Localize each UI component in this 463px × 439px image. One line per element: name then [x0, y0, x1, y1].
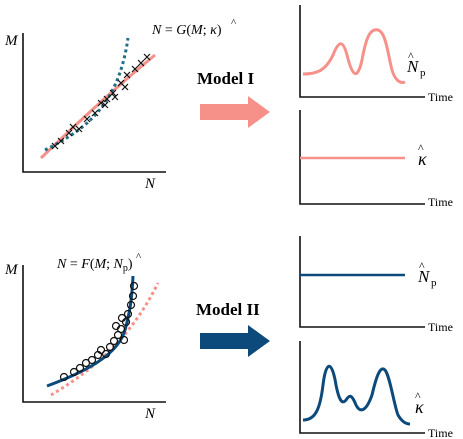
top-y-axis-label: M	[4, 33, 19, 49]
m2-top-axes	[299, 236, 425, 328]
circle-marker	[126, 300, 136, 310]
model-2-arrow	[200, 325, 270, 357]
circle-marker	[101, 349, 111, 359]
bottom-circle-markers	[59, 281, 139, 382]
m1-bottom-axes	[299, 110, 425, 205]
top-equation-hat: ^	[231, 17, 237, 29]
top-scatter-axes	[22, 33, 166, 173]
m1-bottom-label-hat: ^	[418, 141, 424, 155]
model-2-arrow-group: Model II	[196, 300, 270, 357]
bottom-x-axis-label: N	[144, 406, 156, 422]
m2-bottom-label: κ	[415, 397, 424, 417]
m1-top-label-sub: p	[420, 67, 426, 79]
circle-marker	[69, 367, 79, 377]
m2-bottom-label-hat: ^	[415, 389, 421, 403]
model-1-arrow	[200, 96, 270, 128]
cross-marker	[103, 95, 111, 103]
circle-marker	[75, 363, 85, 373]
model-1-output-bottom: κ ^ Time	[299, 110, 453, 209]
cross-marker	[111, 93, 119, 101]
top-cross-markers	[51, 53, 151, 150]
cross-marker	[57, 137, 65, 145]
m2-top-time-label: Time	[428, 320, 453, 334]
cross-marker	[123, 71, 131, 79]
cross-marker	[109, 89, 117, 97]
m2-bottom-signal	[302, 364, 411, 426]
circle-marker	[119, 335, 129, 345]
circle-marker	[105, 342, 115, 352]
model-1-arrow-group: Model I	[197, 69, 270, 128]
m2-bottom-axes	[299, 341, 425, 434]
m1-top-label-hat: ^	[408, 49, 414, 63]
m1-top-signal	[302, 28, 406, 84]
bottom-fit-line-navy	[46, 275, 135, 388]
m1-top-time-label: Time	[428, 90, 453, 104]
cross-marker	[143, 53, 151, 61]
cross-marker	[69, 123, 77, 131]
cross-marker	[91, 109, 99, 117]
bottom-scatter-axes	[22, 265, 166, 403]
model-1-output-top: N ^ p Time	[299, 5, 453, 104]
bottom-y-axis-label: M	[4, 262, 19, 278]
cross-marker	[51, 142, 59, 150]
cross-marker	[97, 99, 105, 107]
top-equation: N = G(M; κ)	[151, 23, 222, 38]
m2-top-label-hat: ^	[419, 259, 425, 273]
circle-marker	[111, 321, 121, 331]
circle-marker	[129, 281, 139, 291]
circle-marker	[87, 355, 97, 365]
m1-bottom-time-label: Time	[428, 195, 453, 209]
top-scatter-panel: M N N = G(M; κ) ^	[4, 17, 237, 192]
circle-marker	[59, 372, 69, 382]
m2-bottom-time-label: Time	[428, 426, 453, 439]
bottom-scatter-panel: M N N = F(M; Np) ^	[4, 251, 166, 422]
bottom-equation: N = F(M; Np)	[56, 257, 133, 274]
top-fit-line-salmon	[39, 53, 156, 160]
top-x-axis-label: N	[144, 176, 156, 192]
model-2-output-top: N ^ p Time	[299, 236, 453, 334]
cross-marker	[65, 129, 73, 137]
cross-marker	[75, 125, 83, 133]
cross-marker	[131, 65, 139, 73]
m2-top-label-sub: p	[431, 277, 437, 289]
cross-marker	[121, 83, 129, 91]
cross-marker	[83, 115, 91, 123]
cross-marker	[137, 59, 145, 67]
model-1-label: Model I	[197, 69, 255, 88]
circle-marker	[109, 336, 119, 346]
circle-marker	[96, 345, 106, 355]
circle-marker	[117, 313, 127, 323]
top-dotted-curve-teal	[44, 37, 130, 152]
m2-top-label: N	[417, 267, 431, 286]
m1-bottom-label: κ	[418, 149, 427, 169]
m1-top-label: N	[406, 57, 420, 76]
bottom-equation-hat: ^	[136, 251, 142, 263]
model-2-output-bottom: κ ^ Time	[299, 341, 453, 439]
m1-top-axes	[299, 5, 425, 98]
circle-marker	[123, 309, 133, 319]
circle-marker	[128, 291, 138, 301]
cross-marker	[101, 101, 109, 109]
model-2-label: Model II	[196, 300, 260, 319]
